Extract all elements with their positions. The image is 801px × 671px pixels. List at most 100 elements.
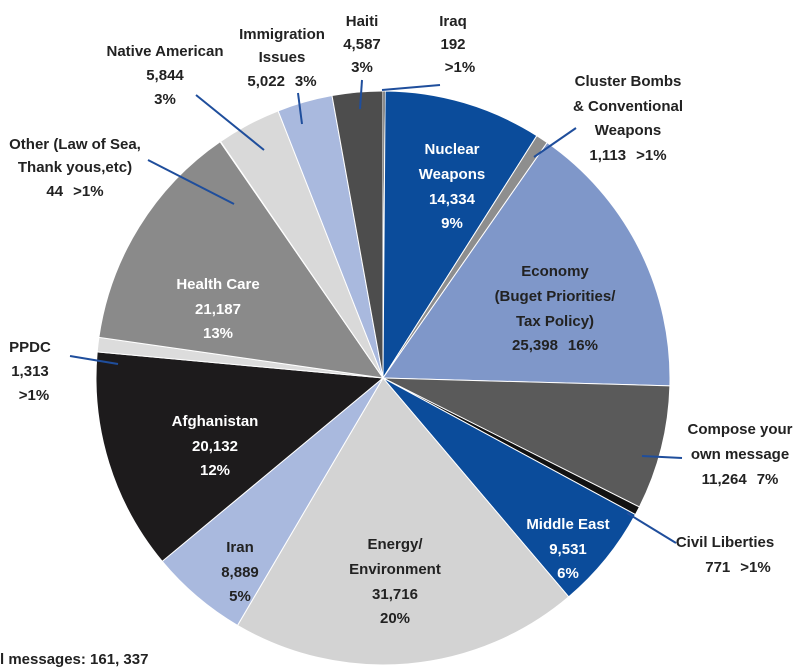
category-label: Issues xyxy=(259,49,306,66)
percent-label: 7% xyxy=(757,471,779,488)
category-label: Tax Policy) xyxy=(516,313,594,330)
percent-label: >1% xyxy=(73,183,103,200)
slice-labels: Iraq 192 >1% Nuclear Weapons 14,334 9% Cluster … xyxy=(9,13,793,627)
category-label: PPDC xyxy=(9,339,51,356)
percent-label: 20% xyxy=(380,610,410,627)
category-label: Haiti xyxy=(346,13,379,30)
category-label: Afghanistan xyxy=(172,413,259,430)
value-label: 44 xyxy=(46,183,63,200)
category-label: Cluster Bombs xyxy=(575,73,682,90)
percent-label: 3% xyxy=(154,91,176,108)
slice-label: 20% xyxy=(380,610,410,627)
value-label: 5,022 xyxy=(247,73,285,90)
slice-label: 11,264 7% xyxy=(702,471,779,488)
category-label: Weapons xyxy=(595,122,661,139)
slice-label: 9% xyxy=(441,215,463,232)
pie-slice xyxy=(236,377,570,666)
slice-label: 21,187 xyxy=(195,301,241,318)
category-label: Thank yous,etc) xyxy=(18,159,132,176)
slice-label: 44 >1% xyxy=(46,183,103,200)
category-label: Energy/ xyxy=(367,536,423,553)
percent-label: 12% xyxy=(200,462,230,479)
value-label: 5,844 xyxy=(146,67,184,84)
slice-label: Native American xyxy=(107,43,224,60)
slice-label: Haiti xyxy=(346,13,379,30)
slice-label: 1,313 xyxy=(11,363,49,380)
value-label: 31,716 xyxy=(372,586,418,603)
slice-label: PPDC xyxy=(9,339,51,356)
slice-label: >1% xyxy=(19,387,49,404)
category-label: Middle East xyxy=(526,516,609,533)
slice-label: 3% xyxy=(351,59,373,76)
category-label: Weapons xyxy=(419,166,485,183)
slice-label: 771 >1% xyxy=(705,559,770,576)
slice-label: 12% xyxy=(200,462,230,479)
slice-label: 1,113 >1% xyxy=(589,147,666,164)
pie-slice xyxy=(331,90,384,379)
percent-label: >1% xyxy=(19,387,49,404)
category-label: Civil Liberties xyxy=(676,534,774,551)
leader-line xyxy=(359,79,363,110)
slice-label: 3% xyxy=(154,91,176,108)
category-label: Environment xyxy=(349,561,441,578)
value-label: 20,132 xyxy=(192,438,238,455)
slice-label: Thank yous,etc) xyxy=(18,159,132,176)
slice-label: 4,587 xyxy=(343,36,381,53)
category-label: Compose your xyxy=(687,421,792,438)
value-label: 21,187 xyxy=(195,301,241,318)
slice-label: Civil Liberties xyxy=(676,534,774,551)
slice-label: Nuclear xyxy=(424,141,479,158)
category-label: Health Care xyxy=(176,276,259,293)
slice-label: 25,398 16% xyxy=(512,337,598,354)
leader-line xyxy=(381,84,441,91)
leader-line xyxy=(69,355,119,365)
leader-lines xyxy=(69,79,683,544)
slice-label: Issues xyxy=(259,49,306,66)
slice-label: 13% xyxy=(203,325,233,342)
pie-slice xyxy=(382,377,671,508)
leader-line xyxy=(641,455,683,459)
slice-label: 9,531 xyxy=(549,541,587,558)
slice-label: >1% xyxy=(445,59,475,76)
category-label: Other (Law of Sea, xyxy=(9,136,141,153)
slice-label: 8,889 xyxy=(221,564,259,581)
percent-label: 6% xyxy=(557,565,579,582)
slice-label: Iran xyxy=(226,539,254,556)
slice-label: Weapons xyxy=(595,122,661,139)
slice-label: 192 xyxy=(440,36,465,53)
value-label: 771 xyxy=(705,559,730,576)
slice-label: Iraq xyxy=(439,13,467,30)
category-label: Immigration xyxy=(239,26,325,43)
pie-slice xyxy=(382,90,538,380)
leader-line xyxy=(297,92,303,125)
value-label: 8,889 xyxy=(221,564,259,581)
percent-label: 13% xyxy=(203,325,233,342)
leader-line xyxy=(147,159,235,205)
category-label: Economy xyxy=(521,263,589,280)
pie-slice xyxy=(95,351,385,563)
value-label: 25,398 xyxy=(512,337,558,354)
percent-label: 3% xyxy=(351,59,373,76)
pie-slice xyxy=(98,141,385,379)
category-label: (Buget Priorities/ xyxy=(495,288,617,305)
slice-label: own message xyxy=(691,446,789,463)
slice-label: 6% xyxy=(557,565,579,582)
value-label: 11,264 xyxy=(702,471,748,488)
category-label: & Conventional xyxy=(573,98,683,115)
slice-label: Tax Policy) xyxy=(516,313,594,330)
leader-line xyxy=(195,94,265,151)
slice-label: Other (Law of Sea, xyxy=(9,136,141,153)
slice-label: (Buget Priorities/ xyxy=(495,288,617,305)
slice-label: Economy xyxy=(521,263,589,280)
slice-label: Immigration xyxy=(239,26,325,43)
chart-title: l messages: 161, 337 xyxy=(0,651,148,668)
slice-label: Middle East xyxy=(526,516,609,533)
slice-label: 5,844 xyxy=(146,67,184,84)
percent-label: >1% xyxy=(740,559,770,576)
slice-label: 5,022 3% xyxy=(247,73,316,90)
slice-label: 20,132 xyxy=(192,438,238,455)
pie-slice xyxy=(382,141,671,387)
slice-label: Compose your xyxy=(687,421,792,438)
percent-label: >1% xyxy=(445,59,475,76)
